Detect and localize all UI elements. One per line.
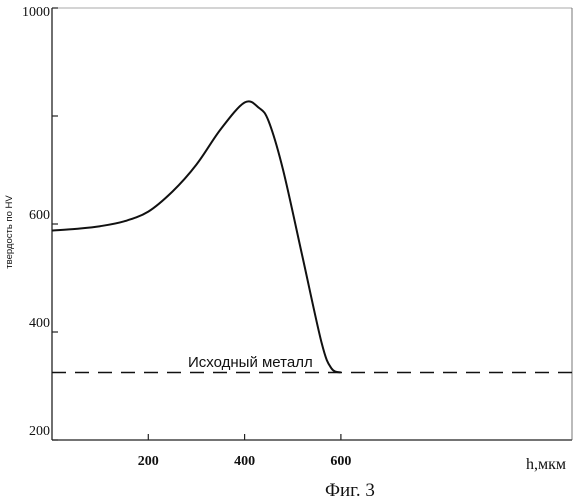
x-axis-label: h,мкм — [526, 456, 566, 473]
y-tick-label: 200 — [29, 424, 50, 439]
x-tick-label: 400 — [234, 454, 255, 469]
y-axis-label: твердость по HV — [4, 195, 15, 269]
y-tick-label: 400 — [29, 316, 50, 331]
y-tick-label: 1000 — [22, 5, 50, 20]
reference-line-label: Исходный металл — [188, 354, 313, 371]
hardness-curve — [52, 101, 341, 372]
y-tick-label: 600 — [29, 208, 50, 223]
figure-caption: Фиг. 3 — [325, 480, 375, 500]
x-tick-label: 200 — [138, 454, 159, 469]
x-tick-label: 600 — [330, 454, 351, 469]
x-axis-ticks: 200 400 600 — [138, 434, 352, 469]
